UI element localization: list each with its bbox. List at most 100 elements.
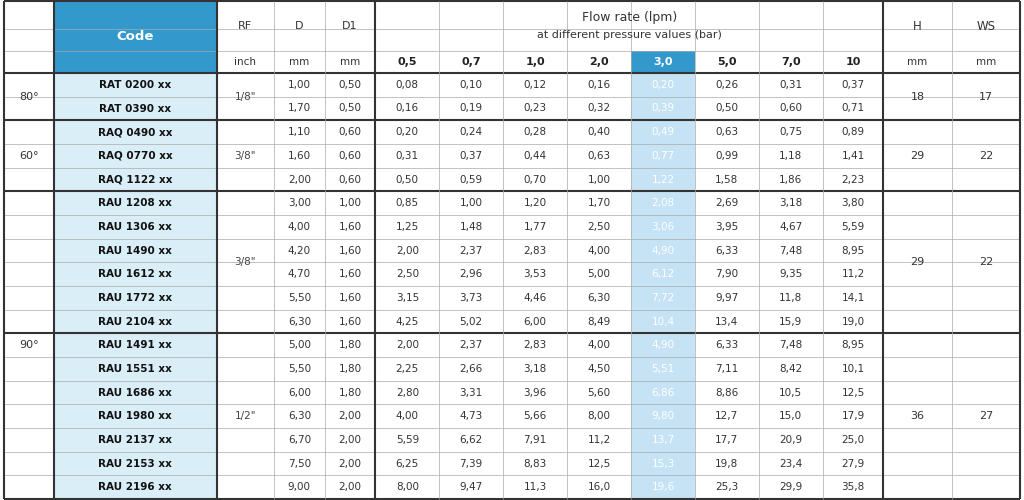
Text: RAT 0390 xx: RAT 0390 xx [99,104,171,114]
Bar [631,310,695,334]
Bar [631,238,695,262]
Text: 0,63: 0,63 [588,151,610,161]
Bar [631,192,695,215]
Text: 9,97: 9,97 [715,293,738,303]
Text: 27: 27 [979,411,993,421]
Text: 3,06: 3,06 [651,222,675,232]
Text: 10,5: 10,5 [779,388,803,398]
Text: 9,47: 9,47 [460,482,483,492]
Bar [53,262,217,286]
Text: 5,50: 5,50 [288,293,311,303]
Bar [53,452,217,475]
Text: RAU 1208 xx: RAU 1208 xx [98,198,172,208]
Text: 4,00: 4,00 [396,411,419,421]
Text: 0,60: 0,60 [339,127,361,137]
Text: 10: 10 [846,57,861,67]
Text: 2,50: 2,50 [395,269,419,279]
Text: 25,0: 25,0 [842,435,864,445]
Text: 0,63: 0,63 [716,127,738,137]
Text: 0,32: 0,32 [588,104,610,114]
Text: 1,80: 1,80 [339,364,361,374]
Bar [53,96,217,120]
Text: 6,30: 6,30 [588,293,610,303]
Text: 5,02: 5,02 [460,316,482,326]
Text: 0,50: 0,50 [716,104,738,114]
Text: 5,0: 5,0 [717,57,736,67]
Text: 2,00: 2,00 [396,246,419,256]
Text: 2,00: 2,00 [339,411,361,421]
Text: 1/8": 1/8" [234,92,256,102]
Text: 11,2: 11,2 [588,435,610,445]
Text: 0,99: 0,99 [716,151,738,161]
Text: 0,49: 0,49 [651,127,675,137]
Text: 9,80: 9,80 [651,411,675,421]
Text: 29: 29 [910,151,925,161]
Bar [53,334,217,357]
Text: mm: mm [340,57,360,67]
Text: 8,95: 8,95 [842,246,864,256]
Text: 4,70: 4,70 [288,269,311,279]
Text: 29,9: 29,9 [779,482,803,492]
Text: 60°: 60° [19,151,39,161]
Text: 16,0: 16,0 [588,482,610,492]
Bar [53,168,217,192]
Bar [631,428,695,452]
Text: 5,51: 5,51 [651,364,675,374]
Text: Flow rate (lpm): Flow rate (lpm) [582,10,677,24]
Text: 2,23: 2,23 [842,174,864,184]
Text: 11,2: 11,2 [842,269,864,279]
Text: RAT 0200 xx: RAT 0200 xx [99,80,171,90]
Text: 0,16: 0,16 [588,80,610,90]
Bar [53,428,217,452]
Text: 2,37: 2,37 [460,340,483,350]
Text: H: H [913,20,922,32]
Text: 0,5: 0,5 [397,57,417,67]
Text: 2,0: 2,0 [589,57,609,67]
Text: 0,37: 0,37 [460,151,482,161]
Bar [53,144,217,168]
Text: 4,00: 4,00 [588,246,610,256]
Bar [631,262,695,286]
Text: 1,0: 1,0 [525,57,545,67]
Bar [631,476,695,499]
Text: 3,18: 3,18 [779,198,803,208]
Bar [53,1,217,73]
Bar [53,357,217,380]
Text: 1,00: 1,00 [460,198,482,208]
Text: 2,83: 2,83 [523,340,547,350]
Text: RAU 1306 xx: RAU 1306 xx [98,222,172,232]
Text: 6,33: 6,33 [715,246,738,256]
Text: 15,3: 15,3 [651,458,675,468]
Text: 17,9: 17,9 [842,411,864,421]
Text: 2,50: 2,50 [588,222,610,232]
Text: 8,00: 8,00 [396,482,419,492]
Text: 3,00: 3,00 [288,198,311,208]
Bar [631,168,695,192]
Text: 4,20: 4,20 [288,246,311,256]
Text: RAU 1551 xx: RAU 1551 xx [98,364,172,374]
Text: 7,11: 7,11 [715,364,738,374]
Text: 6,25: 6,25 [395,458,419,468]
Text: RAU 1686 xx: RAU 1686 xx [98,388,172,398]
Text: 2,25: 2,25 [395,364,419,374]
Text: 0,31: 0,31 [779,80,803,90]
Text: 0,70: 0,70 [523,174,547,184]
Bar [631,120,695,144]
Text: 4,67: 4,67 [779,222,803,232]
Text: 1,60: 1,60 [339,293,361,303]
Bar [53,215,217,238]
Bar [631,286,695,310]
Text: 2,69: 2,69 [715,198,738,208]
Text: 1,22: 1,22 [651,174,675,184]
Text: inch: inch [234,57,256,67]
Text: 25,3: 25,3 [715,482,738,492]
Text: 18: 18 [910,92,925,102]
Text: 2,08: 2,08 [651,198,675,208]
Bar [631,144,695,168]
Text: 10,1: 10,1 [842,364,864,374]
Text: 2,00: 2,00 [339,458,361,468]
Bar [631,73,695,96]
Text: 6,33: 6,33 [715,340,738,350]
Text: 29: 29 [910,258,925,268]
Text: 22: 22 [979,151,993,161]
